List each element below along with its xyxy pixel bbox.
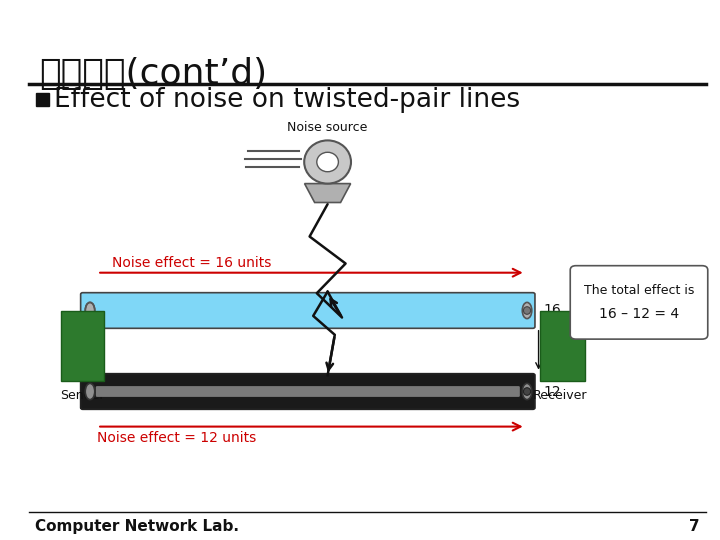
Polygon shape xyxy=(305,184,351,202)
Text: 유도매체(cont’d): 유도매체(cont’d) xyxy=(40,57,268,91)
Ellipse shape xyxy=(317,152,338,172)
Text: Noise effect = 12 units: Noise effect = 12 units xyxy=(96,431,256,445)
Bar xyxy=(36,93,49,106)
Text: The total effect is: The total effect is xyxy=(584,284,694,297)
Ellipse shape xyxy=(85,302,95,319)
Ellipse shape xyxy=(85,383,95,400)
FancyBboxPatch shape xyxy=(96,386,520,397)
Ellipse shape xyxy=(305,140,351,184)
Text: Noise source: Noise source xyxy=(287,121,368,134)
Text: Computer Network Lab.: Computer Network Lab. xyxy=(35,519,238,535)
Ellipse shape xyxy=(523,388,531,395)
Text: 16: 16 xyxy=(544,303,562,318)
Text: 16 – 12 = 4: 16 – 12 = 4 xyxy=(599,307,679,321)
FancyBboxPatch shape xyxy=(81,293,535,328)
Text: Receiver: Receiver xyxy=(533,389,588,402)
Text: Noise effect = 16 units: Noise effect = 16 units xyxy=(112,256,271,270)
Bar xyxy=(540,310,585,381)
Text: 12: 12 xyxy=(544,384,561,399)
Text: 7: 7 xyxy=(689,519,700,535)
Ellipse shape xyxy=(522,302,532,319)
Bar xyxy=(61,310,104,381)
Ellipse shape xyxy=(522,383,532,400)
FancyBboxPatch shape xyxy=(81,374,535,409)
FancyBboxPatch shape xyxy=(570,266,708,339)
Ellipse shape xyxy=(523,307,531,314)
Text: Effect of noise on twisted-pair lines: Effect of noise on twisted-pair lines xyxy=(54,87,520,113)
Text: Sender: Sender xyxy=(60,389,105,402)
